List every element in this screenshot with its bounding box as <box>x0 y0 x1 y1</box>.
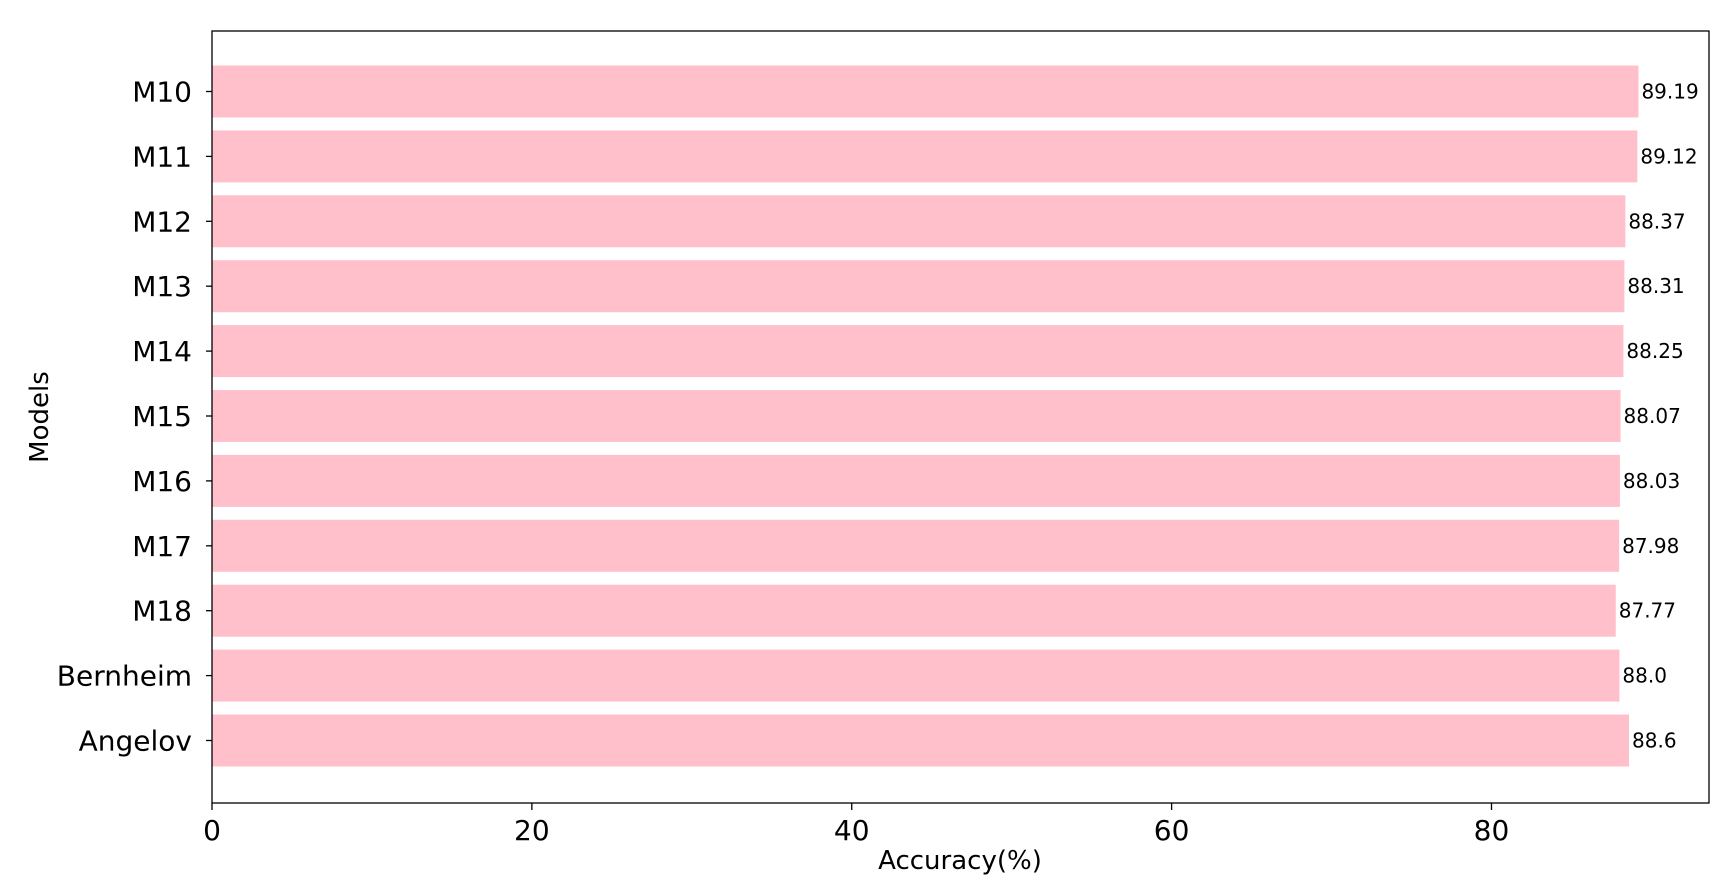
y-axis-title: Models <box>25 371 55 463</box>
x-axis-title: Accuracy(%) <box>878 846 1042 876</box>
bar <box>212 195 1626 248</box>
y-tick-label: M13 <box>132 270 192 303</box>
x-tick-label: 80 <box>1474 814 1510 847</box>
y-tick-label: M12 <box>132 205 192 238</box>
bar <box>212 260 1625 313</box>
bar-value-label: 89.12 <box>1640 144 1697 168</box>
bar-value-label: 88.07 <box>1624 404 1681 428</box>
x-tick-label: 40 <box>834 814 870 847</box>
x-tick-label: 60 <box>1154 814 1190 847</box>
value-labels-layer: 89.19 89.12 88.37 88.31 88.25 88.07 88.03 87.98… <box>1619 80 1699 753</box>
y-tick-label: M11 <box>132 140 192 173</box>
bar-value-label: 88.03 <box>1623 469 1680 493</box>
bar <box>212 584 1616 637</box>
bar-value-label: 88.37 <box>1628 209 1685 233</box>
bar <box>212 519 1620 572</box>
bar-value-label: 88.31 <box>1627 274 1684 298</box>
y-tick-label: M16 <box>132 465 192 498</box>
plot-frame <box>211 30 1710 804</box>
y-tick-label: M10 <box>132 76 192 109</box>
bar <box>212 454 1620 507</box>
bar-value-label: 89.19 <box>1641 80 1698 104</box>
y-tick-label: M14 <box>132 335 192 368</box>
y-tick-label: M18 <box>132 595 192 628</box>
bar <box>212 714 1630 767</box>
x-tick-label: 20 <box>514 814 550 847</box>
bar-value-label: 87.77 <box>1619 599 1676 623</box>
bars-layer <box>212 65 1639 767</box>
bar <box>212 130 1638 183</box>
bar-value-label: 88.25 <box>1626 339 1683 363</box>
y-tick-label: Bernheim <box>57 660 192 693</box>
x-axis: 0 20 40 60 80 <box>203 803 1509 847</box>
bar <box>212 649 1620 702</box>
y-tick-label: Angelov <box>79 725 192 758</box>
bar-value-label: 87.98 <box>1622 534 1679 558</box>
bar <box>212 65 1639 118</box>
bar <box>212 325 1624 378</box>
y-axis: M10 M11 M12 M13 M14 M15 M16 M17 M18 Bernheim Angel… <box>57 76 212 758</box>
bar <box>212 390 1621 442</box>
x-tick-label: 0 <box>203 814 221 847</box>
bar-value-label: 88.6 <box>1632 729 1677 753</box>
y-tick-label: M15 <box>132 400 192 433</box>
bar-value-label: 88.0 <box>1622 664 1667 688</box>
y-tick-label: M17 <box>132 530 192 563</box>
